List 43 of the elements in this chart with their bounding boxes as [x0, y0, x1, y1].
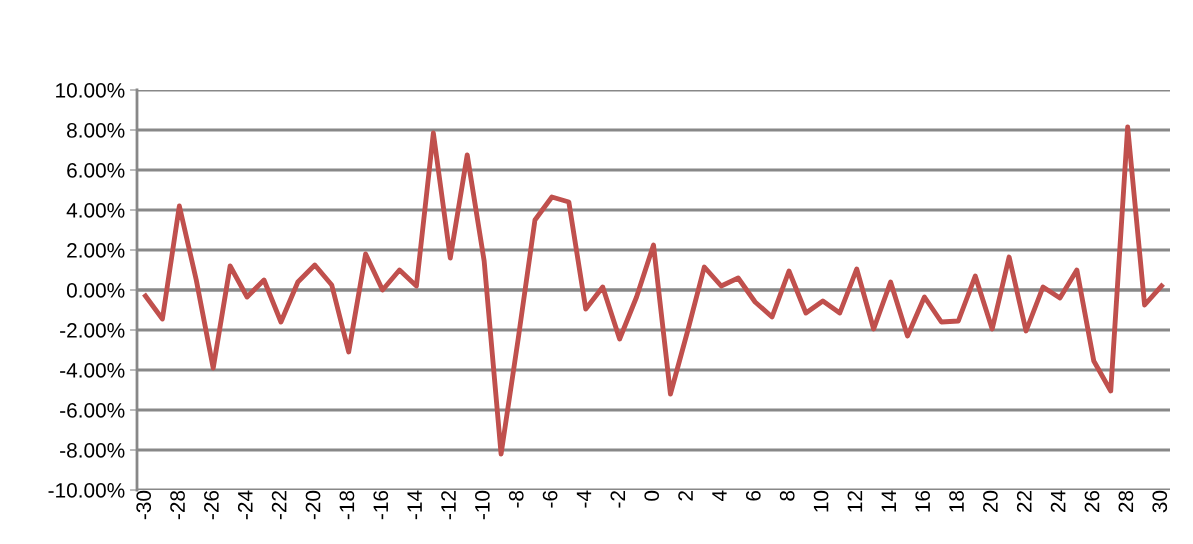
x-tick-label: 18 — [949, 490, 964, 512]
x-tick-label: -30 — [136, 490, 152, 520]
y-tick-label: -6.00% — [60, 403, 125, 418]
x-tick-label: 2 — [678, 491, 693, 501]
x-tick-label: 16 — [915, 490, 931, 512]
x-tick-label: -16 — [373, 490, 389, 520]
x-tick-label: 14 — [881, 490, 896, 512]
y-tick-label: 2.00% — [67, 243, 125, 258]
x-tick-label: 6 — [745, 490, 761, 501]
x-tick-label: 8 — [779, 490, 795, 501]
x-tick-label: -22 — [271, 491, 287, 520]
x-tick-label: -28 — [170, 490, 185, 520]
x-tick-label: -4 — [576, 490, 592, 508]
x-tick-label: 30 — [1152, 490, 1168, 513]
x-tick-label: 12 — [847, 491, 863, 512]
y-tick-label: 6.00% — [67, 163, 125, 178]
x-tick-label: -10 — [475, 490, 490, 520]
x-tick-label: 20 — [983, 490, 998, 513]
y-tick-label: 0.00% — [66, 283, 125, 298]
x-tick-label: 28 — [1118, 490, 1134, 513]
x-tick-label: 0 — [644, 490, 660, 501]
x-tick-label: -18 — [339, 490, 355, 520]
y-tick-label: 10.00% — [56, 83, 125, 98]
y-tick-label: 4.00% — [66, 203, 125, 218]
x-tick-label: -6 — [542, 490, 558, 508]
x-tick-label: 10 — [813, 490, 829, 512]
x-tick-label: -20 — [305, 490, 321, 520]
y-tick-label: 8.00% — [67, 123, 125, 138]
x-tick-label: 26 — [1084, 490, 1100, 513]
x-tick-label: -24 — [237, 490, 253, 520]
x-tick-label: -26 — [204, 490, 219, 520]
x-tick-label: 4 — [712, 490, 727, 502]
x-tick-label: 22 — [1016, 491, 1032, 513]
y-tick-label: -8.00% — [60, 443, 125, 458]
y-tick-label: -10.00% — [48, 483, 125, 498]
y-tick-label: -2.00% — [60, 323, 125, 338]
x-tick-label: -2 — [610, 491, 626, 508]
y-tick-label: -4.00% — [60, 363, 125, 378]
x-tick-label: 24 — [1050, 490, 1066, 513]
x-tick-label: -8 — [508, 490, 524, 508]
line-series — [143, 124, 1164, 457]
x-tick-label: -12 — [441, 491, 456, 520]
x-tick-label: -14 — [407, 490, 422, 520]
